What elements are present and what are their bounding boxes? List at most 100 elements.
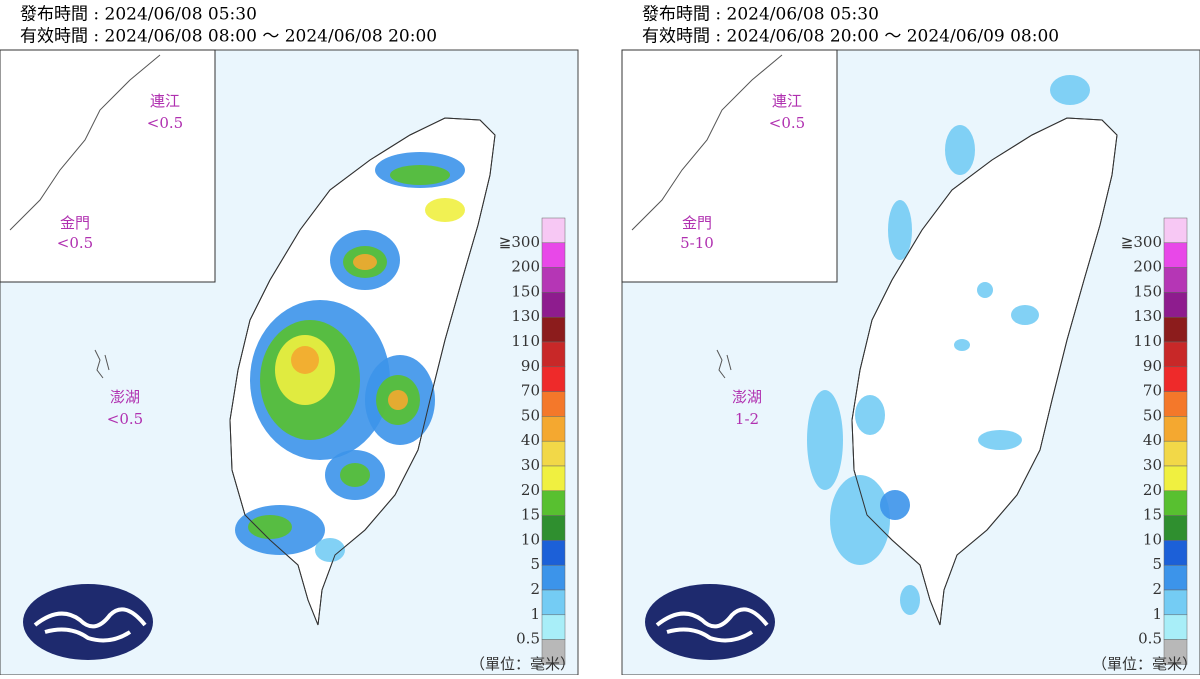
legend-swatch — [541, 341, 566, 368]
region-value: <0.5 — [147, 114, 183, 132]
legend-swatch — [541, 614, 566, 640]
legend-swatch — [541, 465, 566, 492]
region-value: <0.5 — [107, 410, 143, 428]
rain-area — [390, 165, 450, 185]
legend-swatch — [541, 366, 566, 392]
rain-area — [340, 463, 370, 487]
legend-label: 130 — [511, 307, 540, 325]
logo-wave — [655, 607, 769, 643]
rain-area — [830, 475, 890, 565]
legend-label: 130 — [1133, 307, 1162, 325]
legend-swatch — [1163, 292, 1188, 318]
legend-swatch — [541, 540, 566, 566]
legend-swatch — [541, 292, 566, 318]
legend-label: 30 — [1143, 456, 1162, 474]
coast — [631, 54, 783, 231]
legend-swatch — [541, 416, 566, 442]
legend-swatch — [541, 515, 566, 541]
legend-label: 70 — [521, 382, 540, 400]
islands — [716, 349, 732, 379]
region-name: 金門 — [60, 214, 90, 232]
legend-label: 200 — [511, 258, 540, 276]
region-value: 5-10 — [680, 234, 714, 252]
valid-time: 有效時間 : 2024/06/08 08:00 ～ 2024/06/08 20:… — [20, 27, 437, 47]
legend-label: 0.5 — [1138, 630, 1162, 648]
legend-swatch — [1163, 490, 1188, 516]
legend-swatch — [1163, 540, 1188, 566]
legend-swatch — [541, 316, 566, 343]
legend-label: 5 — [1152, 555, 1162, 573]
legend-label: 150 — [1133, 282, 1162, 300]
legend-swatch — [1163, 465, 1188, 492]
rain-area — [880, 490, 910, 520]
legend-label: 5 — [530, 555, 540, 573]
legend-label: 1 — [530, 605, 540, 623]
legend-swatch — [541, 589, 566, 616]
legend-label: 15 — [1143, 506, 1162, 524]
unit: （單位：毫米） — [470, 655, 575, 673]
legend-label: 40 — [521, 431, 540, 449]
legend-label: 20 — [521, 481, 540, 499]
region-name: 連江 — [150, 92, 180, 110]
legend-swatch — [1163, 515, 1188, 541]
legend-label: 10 — [1143, 530, 1162, 548]
rain-area — [425, 198, 465, 222]
legend-label: 90 — [1143, 357, 1162, 375]
legend-swatch — [1163, 416, 1188, 442]
issued-time: 發布時間 : 2024/06/08 05:30 — [642, 5, 879, 25]
rain-area — [315, 538, 345, 562]
legend-label: 110 — [1133, 332, 1162, 350]
legend-swatch — [1163, 440, 1188, 467]
rain-area — [388, 390, 408, 410]
legend-swatch — [541, 391, 566, 417]
region-name: 金門 — [682, 214, 712, 232]
rain-area — [888, 200, 912, 260]
rain-area — [900, 585, 920, 615]
legend-swatch — [1163, 366, 1188, 392]
legend-label: 110 — [511, 332, 540, 350]
legend-label: ≧300 — [499, 233, 540, 251]
rain-area — [291, 346, 319, 374]
legend-label: 90 — [521, 357, 540, 375]
region-name: 連江 — [772, 92, 802, 110]
region-name: 澎湖 — [110, 388, 140, 406]
rain-area — [978, 430, 1022, 450]
legend-label: 2 — [1152, 580, 1162, 598]
legend-swatch — [541, 242, 566, 268]
logo-wave — [33, 607, 147, 643]
region-value: <0.5 — [769, 114, 805, 132]
region-value: 1-2 — [735, 410, 759, 428]
legend-label: 200 — [1133, 258, 1162, 276]
legend-label: 30 — [521, 456, 540, 474]
legend-swatch — [541, 267, 566, 293]
legend-swatch — [541, 490, 566, 516]
legend-swatch — [1163, 217, 1188, 244]
legend-label: 20 — [1143, 481, 1162, 499]
issued-time: 發布時間 : 2024/06/08 05:30 — [20, 5, 257, 25]
rain-area — [1011, 305, 1039, 325]
region-value: <0.5 — [57, 234, 93, 252]
rain-area — [977, 282, 993, 298]
rain-area — [353, 254, 377, 270]
legend-swatch — [541, 564, 566, 591]
legend-label: 50 — [1143, 406, 1162, 424]
legend-label: 50 — [521, 406, 540, 424]
coast — [9, 54, 161, 231]
legend-label: 2 — [530, 580, 540, 598]
legend-label: 15 — [521, 506, 540, 524]
inset — [0, 49, 216, 283]
legend-label: 1 — [1152, 605, 1162, 623]
region-name: 澎湖 — [732, 388, 762, 406]
legend-label: 150 — [511, 282, 540, 300]
legend-label: 40 — [1143, 431, 1162, 449]
islands — [94, 349, 110, 379]
legend-swatch — [1163, 341, 1188, 368]
logo — [645, 584, 775, 660]
rain-area — [1050, 75, 1090, 105]
inset — [621, 49, 838, 283]
rain-area — [807, 390, 843, 490]
legend-label: 70 — [1143, 382, 1162, 400]
legend-swatch — [1163, 564, 1188, 591]
